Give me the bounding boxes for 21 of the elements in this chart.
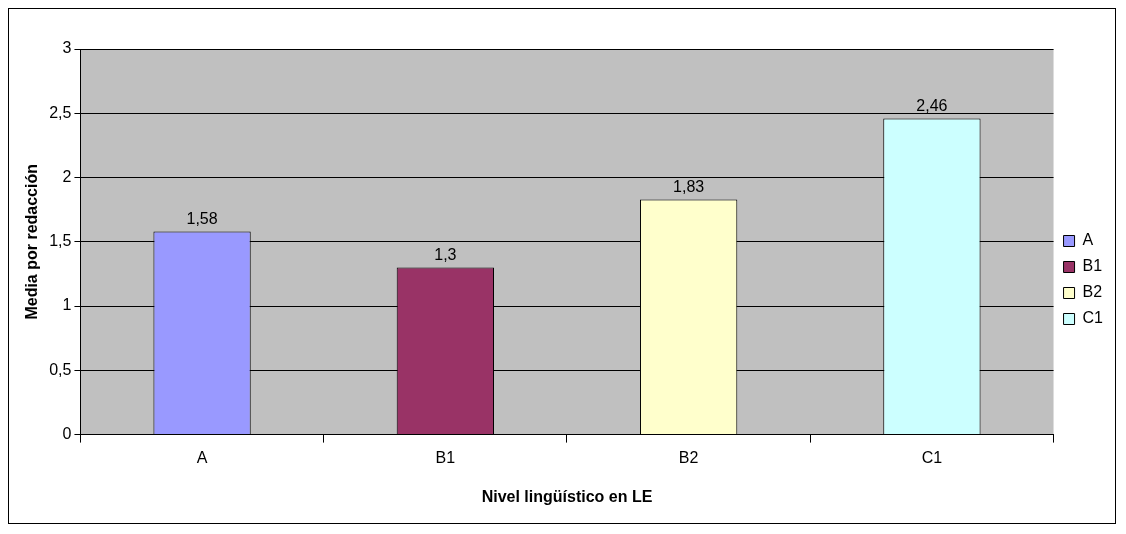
y-tick-label: 2,5 <box>49 103 72 121</box>
x-axis-title: Nivel lingüístico en LE <box>481 487 653 505</box>
data-label: 1,58 <box>186 209 218 227</box>
x-tick-label: B1 <box>435 448 456 466</box>
y-axis-title: Media por redacción <box>23 164 41 320</box>
y-tick-label: 3 <box>62 39 72 57</box>
legend-label: A <box>1082 231 1094 249</box>
y-tick-label: 1,5 <box>49 232 72 250</box>
y-tick-label: 0,5 <box>49 360 72 378</box>
y-tick-label: 2 <box>62 167 72 185</box>
x-tick-label: A <box>196 448 208 466</box>
y-tick-label: 0 <box>62 425 72 443</box>
legend-label: C1 <box>1082 309 1104 327</box>
data-label: 2,46 <box>916 96 948 114</box>
y-tick-label: 1 <box>62 296 72 314</box>
x-tick-label: B2 <box>678 448 699 466</box>
x-tick-label: C1 <box>921 448 943 466</box>
legend-label: B2 <box>1082 283 1103 301</box>
legend-label: B1 <box>1082 257 1103 275</box>
data-label: 1,3 <box>434 245 457 263</box>
data-label: 1,83 <box>673 177 705 195</box>
